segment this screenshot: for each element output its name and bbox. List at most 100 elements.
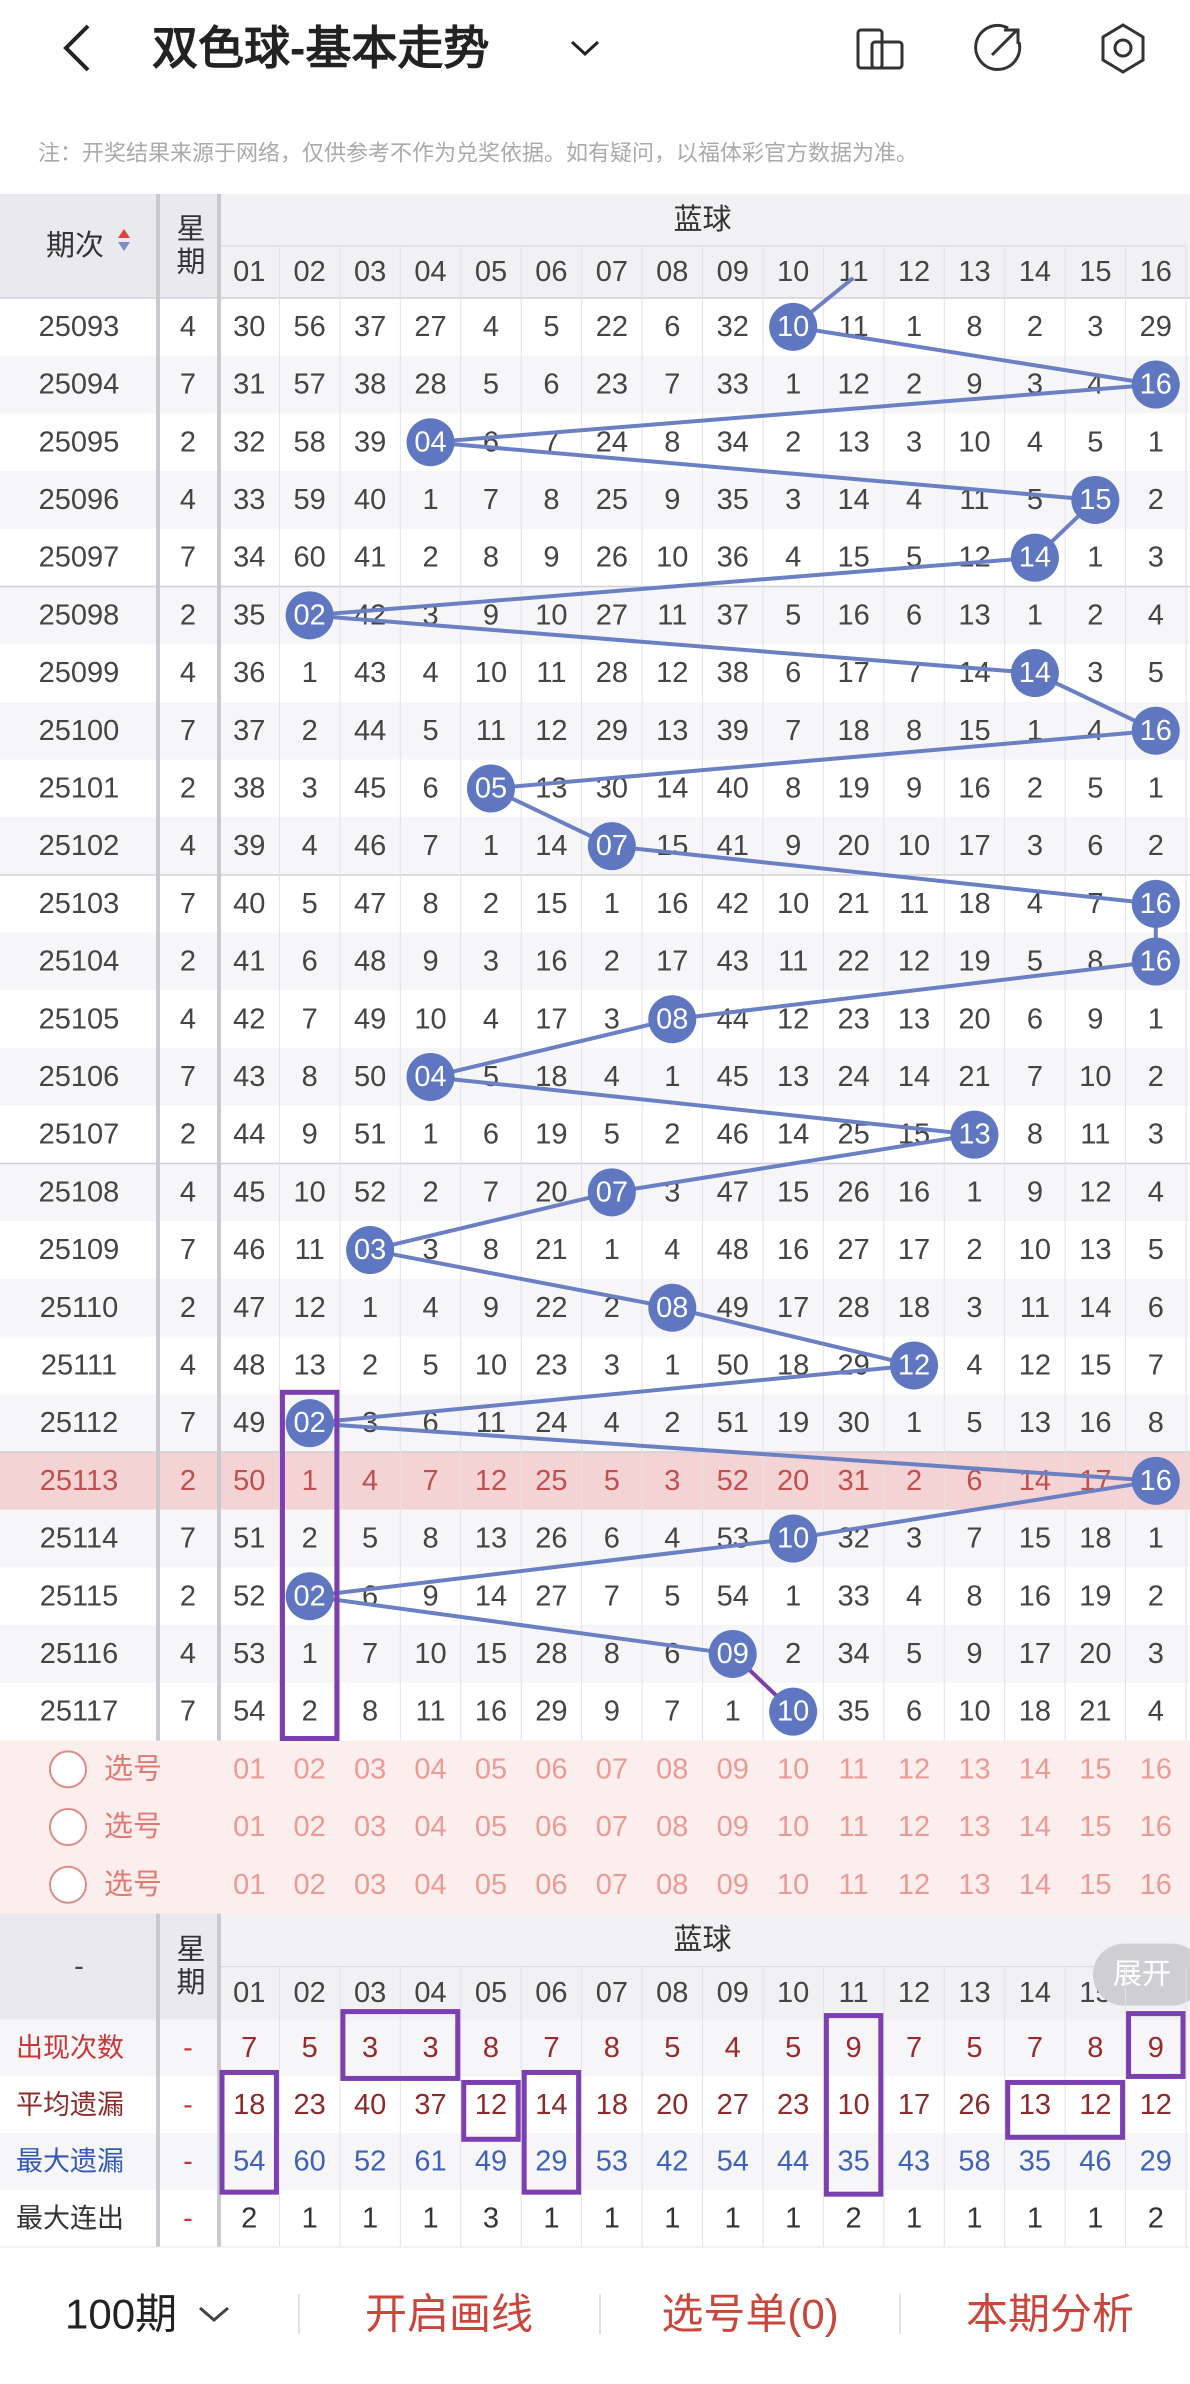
select-number[interactable]: 16	[1140, 1811, 1172, 1843]
select-number[interactable]: 11	[839, 1869, 869, 1901]
omission-count: 6	[1027, 1003, 1043, 1035]
select-number[interactable]: 02	[294, 1869, 326, 1901]
select-number[interactable]: 01	[233, 1753, 265, 1785]
select-number[interactable]: 07	[596, 1753, 628, 1785]
select-number[interactable]: 08	[656, 1869, 688, 1901]
footer-button[interactable]: 开启画线	[365, 2291, 533, 2338]
select-number[interactable]: 14	[1019, 1811, 1051, 1843]
select-number[interactable]: 05	[475, 1811, 507, 1843]
stats-value: 14	[535, 2089, 567, 2121]
select-number[interactable]: 07	[596, 1811, 628, 1843]
omission-count: 32	[717, 311, 749, 343]
row-bg	[0, 355, 1190, 414]
omission-count: 12	[475, 1465, 507, 1497]
select-number[interactable]: 08	[656, 1753, 688, 1785]
omission-count: 44	[233, 1119, 265, 1151]
period-selector[interactable]: 100期	[65, 2291, 177, 2338]
select-number[interactable]: 10	[777, 1811, 809, 1843]
select-number[interactable]: 04	[414, 1869, 446, 1901]
stats-dash: -	[183, 2032, 193, 2064]
omission-count: 34	[717, 426, 749, 458]
select-number[interactable]: 06	[535, 1753, 567, 1785]
omission-count: 16	[1019, 1580, 1051, 1612]
period: 25108	[39, 1176, 120, 1208]
omission-count: 7	[422, 1465, 438, 1497]
select-number[interactable]: 13	[958, 1869, 990, 1901]
title-dropdown[interactable]	[570, 40, 600, 57]
select-number[interactable]: 11	[839, 1811, 869, 1843]
select-number[interactable]: 14	[1019, 1869, 1051, 1901]
select-number[interactable]: 16	[1140, 1753, 1172, 1785]
select-number[interactable]: 03	[354, 1869, 386, 1901]
select-number[interactable]: 16	[1140, 1869, 1172, 1901]
expand-button[interactable]	[1093, 1943, 1190, 2006]
omission-count: 2	[966, 1234, 982, 1266]
omission-count: 2	[604, 1292, 620, 1324]
period: 25105	[39, 1003, 120, 1035]
sort-down[interactable]	[118, 242, 130, 251]
switch-icon[interactable]	[856, 28, 904, 70]
select-number[interactable]: 05	[475, 1753, 507, 1785]
expand-label[interactable]: 展开	[1113, 1959, 1171, 1991]
select-number[interactable]: 12	[898, 1869, 930, 1901]
period: 25103	[39, 888, 120, 920]
select-number[interactable]: 04	[414, 1753, 446, 1785]
omission-count: 21	[535, 1234, 567, 1266]
omission-count: 3	[604, 1003, 620, 1035]
select-number[interactable]: 03	[354, 1753, 386, 1785]
period: 25104	[39, 946, 120, 978]
stats-value: 7	[543, 2032, 559, 2064]
select-radio[interactable]	[49, 1865, 87, 1904]
select-radio[interactable]	[49, 1750, 87, 1789]
select-number[interactable]: 13	[958, 1753, 990, 1785]
select-number[interactable]: 08	[656, 1811, 688, 1843]
share-icon[interactable]	[974, 23, 1022, 71]
stats-value: 58	[958, 2146, 990, 2178]
back-button[interactable]	[63, 24, 90, 72]
settings-icon[interactable]	[1101, 23, 1145, 74]
stats-value: 12	[1140, 2089, 1172, 2121]
omission-count: 8	[1087, 946, 1103, 978]
select-number[interactable]: 01	[233, 1869, 265, 1901]
select-number[interactable]: 12	[898, 1753, 930, 1785]
select-number[interactable]: 09	[717, 1869, 749, 1901]
period: 25113	[40, 1465, 119, 1497]
select-number[interactable]: 06	[535, 1811, 567, 1843]
footer-button[interactable]: 选号单(0)	[661, 2291, 838, 2338]
select-number[interactable]: 05	[475, 1869, 507, 1901]
period-dropdown[interactable]	[199, 2306, 229, 2322]
select-number[interactable]: 04	[414, 1811, 446, 1843]
omission-count: 13	[535, 772, 567, 804]
select-number[interactable]: 10	[777, 1753, 809, 1785]
select-number[interactable]: 02	[294, 1753, 326, 1785]
stats-value: 13	[1019, 2089, 1051, 2121]
sort-up[interactable]	[118, 229, 130, 238]
select-number[interactable]: 14	[1019, 1753, 1051, 1785]
omission-count: 8	[966, 311, 982, 343]
select-number[interactable]: 15	[1079, 1869, 1111, 1901]
select-number[interactable]: 07	[596, 1869, 628, 1901]
select-number[interactable]: 09	[717, 1811, 749, 1843]
select-number[interactable]: 13	[958, 1811, 990, 1843]
omission-count: 2	[785, 1638, 801, 1670]
select-number[interactable]: 11	[839, 1753, 869, 1785]
select-number[interactable]: 01	[233, 1811, 265, 1843]
omission-count: 13	[898, 1003, 930, 1035]
select-number[interactable]: 15	[1079, 1753, 1111, 1785]
select-number[interactable]: 12	[898, 1811, 930, 1843]
omission-count: 38	[717, 657, 749, 689]
select-number[interactable]: 03	[354, 1811, 386, 1843]
select-number[interactable]: 15	[1079, 1811, 1111, 1843]
period-header: 期次	[46, 229, 104, 262]
stats-column-label: 12	[898, 1977, 930, 2009]
stats-value: 5	[302, 2032, 318, 2064]
omission-count: 27	[837, 1234, 869, 1266]
select-radio[interactable]	[49, 1808, 87, 1847]
select-number[interactable]: 06	[535, 1869, 567, 1901]
select-number[interactable]: 10	[777, 1869, 809, 1901]
select-number[interactable]: 09	[717, 1753, 749, 1785]
select-number[interactable]: 02	[294, 1811, 326, 1843]
omission-count: 12	[294, 1292, 326, 1324]
stats-value: 1	[664, 2203, 680, 2235]
footer-button[interactable]: 本期分析	[966, 2291, 1134, 2338]
